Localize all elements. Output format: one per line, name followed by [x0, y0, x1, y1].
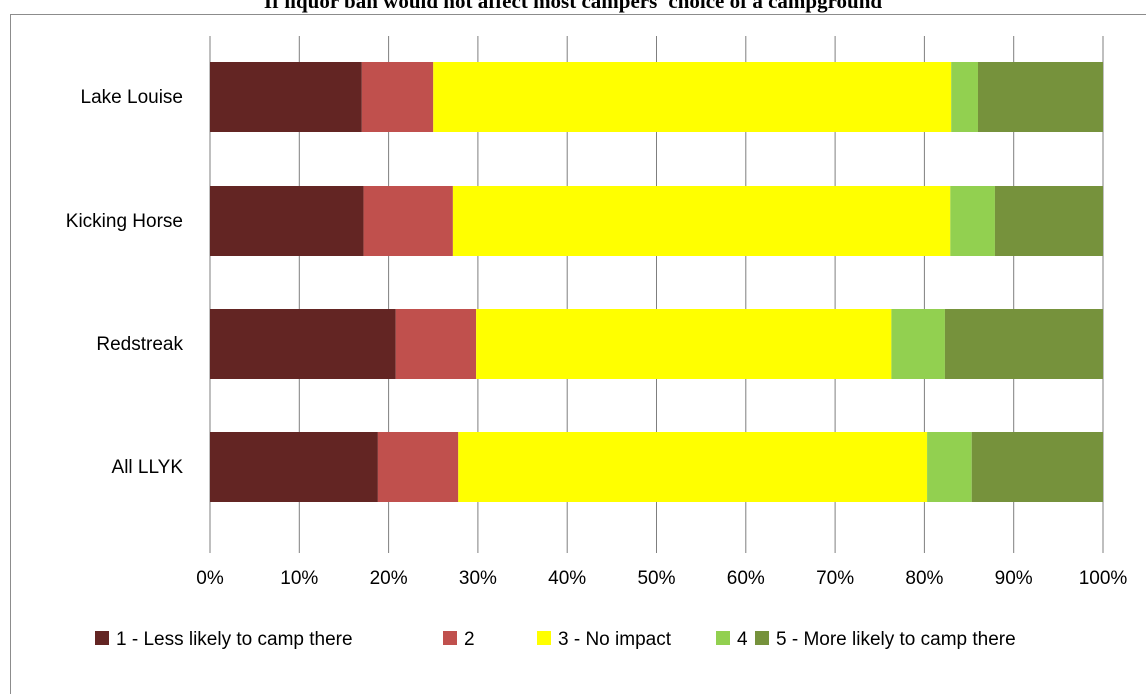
- legend-label: 1 - Less likely to camp there: [116, 629, 353, 650]
- bar-segment: [433, 62, 952, 132]
- bar-segment: [476, 309, 892, 379]
- legend: 1 - Less likely to camp there 2 3 - No imp…: [95, 629, 1016, 650]
- bar-segment: [891, 309, 945, 379]
- x-tick-label: 60%: [727, 568, 765, 589]
- bar-segment: [971, 432, 1103, 502]
- x-tick-label: 50%: [637, 568, 675, 589]
- x-tick-label: 0%: [196, 568, 224, 589]
- category-label: All LLYK: [112, 457, 184, 478]
- bar-segment: [210, 432, 378, 502]
- bar-segment: [944, 309, 1103, 379]
- x-tick-label: 40%: [548, 568, 586, 589]
- bar-segment: [994, 186, 1103, 256]
- x-tick-label: 20%: [370, 568, 408, 589]
- x-tick-label: 100%: [1079, 568, 1128, 589]
- bar-segment: [927, 432, 972, 502]
- bar-segment: [210, 62, 362, 132]
- category-label: Lake Louise: [81, 87, 183, 108]
- bar-segment: [950, 186, 995, 256]
- x-tick-label: 80%: [905, 568, 943, 589]
- bar-segment: [363, 186, 453, 256]
- legend-label: 2: [464, 629, 475, 650]
- bars: [210, 62, 1103, 502]
- legend-swatch: [537, 631, 551, 645]
- x-tick-label: 90%: [995, 568, 1033, 589]
- x-tick-label: 30%: [459, 568, 497, 589]
- chart-frame: [10, 14, 1146, 694]
- legend-swatch: [443, 631, 457, 645]
- x-axis: 0% 10% 20% 30% 40% 50% 60% 70% 80% 90% 100%: [196, 568, 1127, 589]
- category-labels: Lake Louise Kicking Horse Redstreak All LLY…: [66, 87, 184, 478]
- bar-segment: [458, 432, 928, 502]
- legend-swatch: [95, 631, 109, 645]
- x-tick-label: 10%: [280, 568, 318, 589]
- bar-segment: [951, 62, 978, 132]
- legend-label: 4: [737, 629, 748, 650]
- bar-segment: [452, 186, 951, 256]
- stacked-bar-chart: 0% 10% 20% 30% 40% 50% 60% 70% 80% 90% 100% Lake L…: [66, 36, 1127, 650]
- bar-segment: [210, 309, 396, 379]
- legend-swatch: [716, 631, 730, 645]
- bar-segment: [977, 62, 1103, 132]
- category-label: Redstreak: [96, 334, 183, 355]
- legend-label: 3 - No impact: [558, 629, 672, 650]
- bar-segment: [377, 432, 459, 502]
- x-tick-label: 70%: [816, 568, 854, 589]
- bar-segment: [210, 186, 364, 256]
- bar-segment: [395, 309, 477, 379]
- chart-title: If liquor ban would not affect most camp…: [263, 0, 883, 13]
- legend-label: 5 - More likely to camp there: [776, 629, 1016, 650]
- category-label: Kicking Horse: [66, 211, 183, 232]
- chart-title-container: If liquor ban would not affect most camp…: [0, 0, 1146, 13]
- bar-segment: [361, 62, 434, 132]
- legend-swatch: [755, 631, 769, 645]
